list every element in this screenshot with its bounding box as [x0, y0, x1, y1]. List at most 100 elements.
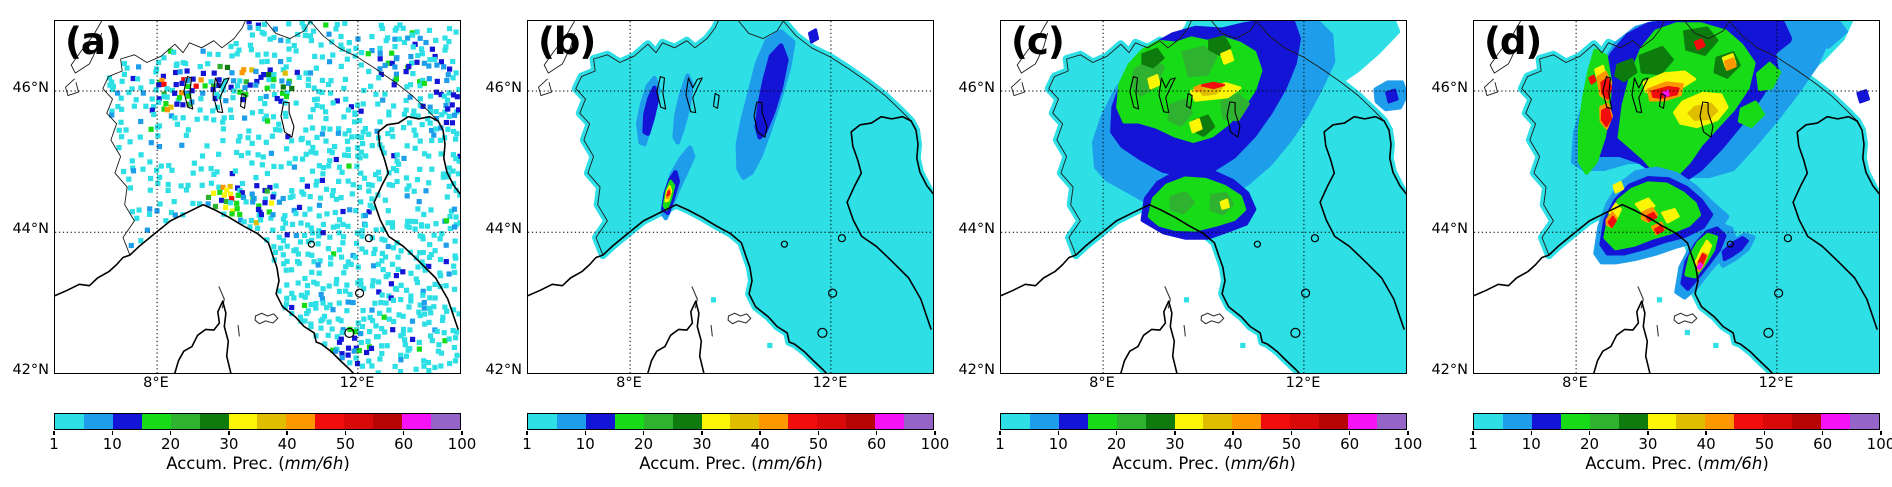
- colorbar-segment: [788, 414, 818, 429]
- colorbar-tick-label: 60: [867, 435, 887, 453]
- colorbar-segment: [170, 414, 200, 429]
- colorbar-axis-d: 1 10 20 30 40 50 60 100: [1468, 431, 1892, 455]
- colorbar-segment: [1145, 414, 1175, 429]
- colorbar-segment: [759, 414, 789, 429]
- colorbar-tick-label: 100: [447, 435, 477, 453]
- colorbar-segment: [1589, 414, 1619, 429]
- panel-label-a: (a): [65, 20, 122, 63]
- colorbar-tick: [402, 431, 405, 435]
- xtick-12e-a: 12°E: [339, 375, 375, 391]
- colorbar-segment: [1029, 414, 1059, 429]
- panel-d: (d) 46°N 44°N 42°N 8°E 12°E 1 10 20 30 40 50 6…: [1419, 0, 1892, 487]
- colorbar-segment: [1763, 414, 1793, 429]
- colorbar-label-suffix: ): [343, 454, 350, 473]
- colorbar-tick: [999, 431, 1001, 435]
- colorbar-segment: [1531, 414, 1561, 429]
- ytick-44n-d: 44°N: [1431, 221, 1468, 237]
- colorbar-label-suffix: ): [816, 454, 823, 473]
- colorbar-tick: [1290, 431, 1293, 435]
- colorbar-label-suffix: ): [1289, 454, 1296, 473]
- map-plot-a: (a): [54, 20, 461, 374]
- colorbar-segment: [1560, 414, 1590, 429]
- colorbar-tick-label: 50: [1754, 435, 1774, 453]
- colorbar-label-suffix: ): [1762, 454, 1769, 473]
- colorbar-tick-label: 40: [1696, 435, 1716, 453]
- colorbar-segment: [730, 414, 760, 429]
- colorbar-segment: [1376, 414, 1406, 429]
- colorbar-segment: [1174, 414, 1204, 429]
- colorbar-segment: [1474, 414, 1503, 429]
- colorbar-tick: [111, 431, 114, 435]
- panel-label-c: (c): [1011, 20, 1065, 63]
- ytick-46n-b: 46°N: [485, 80, 522, 96]
- colorbar-segment: [817, 414, 847, 429]
- colorbar-tick-label: 50: [808, 435, 828, 453]
- colorbar-segment: [430, 414, 460, 429]
- colorbar-segment: [1348, 414, 1377, 429]
- colorbar-tick: [228, 431, 230, 435]
- colorbar-label-c: Accum. Prec. (mm/6h): [1000, 454, 1408, 473]
- colorbar-segment: [1232, 414, 1262, 429]
- colorbar-segment: [402, 414, 431, 429]
- colorbar-segment: [199, 414, 229, 429]
- colorbar-segment: [1001, 414, 1030, 429]
- colorbar-label-prefix: Accum. Prec. (: [1585, 454, 1704, 473]
- colorbar-tick: [1174, 431, 1176, 435]
- colorbar-tick-label: 1: [1468, 435, 1478, 453]
- colorbar-tick: [701, 431, 703, 435]
- xtick-12e-b: 12°E: [812, 375, 848, 391]
- colorbar-axis-a: 1 10 20 30 40 50 60 100: [49, 431, 476, 455]
- colorbar-axis-c: 1 10 20 30 40 50 60 100: [995, 431, 1422, 455]
- colorbar-tick: [1115, 431, 1118, 435]
- colorbar-label-prefix: Accum. Prec. (: [639, 454, 758, 473]
- colorbar-tick: [461, 431, 463, 435]
- colorbar-label-units: mm/6h: [757, 454, 817, 473]
- colorbar-tick: [1057, 431, 1060, 435]
- colorbar-segment: [528, 414, 557, 429]
- colorbar-segment: [1290, 414, 1320, 429]
- colorbar-label-units: mm/6h: [1230, 454, 1290, 473]
- colorbar-segment: [373, 414, 403, 429]
- ytick-42n-c: 42°N: [958, 362, 995, 378]
- colorbar-tick: [1880, 431, 1882, 435]
- panel-label-d: (d): [1484, 20, 1542, 63]
- xtick-8e-a: 8°E: [143, 375, 169, 391]
- colorbar-tick: [1821, 431, 1824, 435]
- map-canvas-a: [55, 21, 460, 373]
- colorbar-tick-label: 1: [995, 435, 1005, 453]
- colorbar-segment: [875, 414, 904, 429]
- colorbar-segment: [585, 414, 615, 429]
- colorbar-segment: [1849, 414, 1879, 429]
- colorbar-tick: [1588, 431, 1591, 435]
- colorbar-segment: [315, 414, 345, 429]
- colorbar-label-prefix: Accum. Prec. (: [1112, 454, 1231, 473]
- colorbar-tick-label: 60: [1340, 435, 1360, 453]
- ytick-44n-a: 44°N: [12, 221, 49, 237]
- colorbar-tick: [344, 431, 347, 435]
- colorbar-tick: [642, 431, 645, 435]
- xtick-8e-b: 8°E: [616, 375, 642, 391]
- colorbar-segment: [643, 414, 673, 429]
- colorbar-tick: [584, 431, 587, 435]
- colorbar-segment: [903, 414, 933, 429]
- colorbar-tick-label: 20: [161, 435, 181, 453]
- colorbar-tick-label: 60: [394, 435, 414, 453]
- colorbar-tick: [934, 431, 936, 435]
- colorbar-segment: [1261, 414, 1291, 429]
- map-canvas-c: [1001, 21, 1406, 373]
- colorbar-tick-label: 10: [1048, 435, 1068, 453]
- colorbar-tick-label: 30: [219, 435, 239, 453]
- geo-layer: [1001, 21, 1406, 373]
- colorbar-segment: [1705, 414, 1735, 429]
- colorbar-segment: [1203, 414, 1233, 429]
- colorbar-tick-label: 10: [102, 435, 122, 453]
- colorbar-segment: [614, 414, 644, 429]
- ytick-42n-b: 42°N: [485, 362, 522, 378]
- grid-layer: [1474, 21, 1879, 373]
- colorbar-segment: [1821, 414, 1850, 429]
- colorbar-segment: [701, 414, 731, 429]
- colorbar-tick: [1472, 431, 1474, 435]
- colorbar-label-d: Accum. Prec. (mm/6h): [1473, 454, 1881, 473]
- colorbar-label-units: mm/6h: [1703, 454, 1763, 473]
